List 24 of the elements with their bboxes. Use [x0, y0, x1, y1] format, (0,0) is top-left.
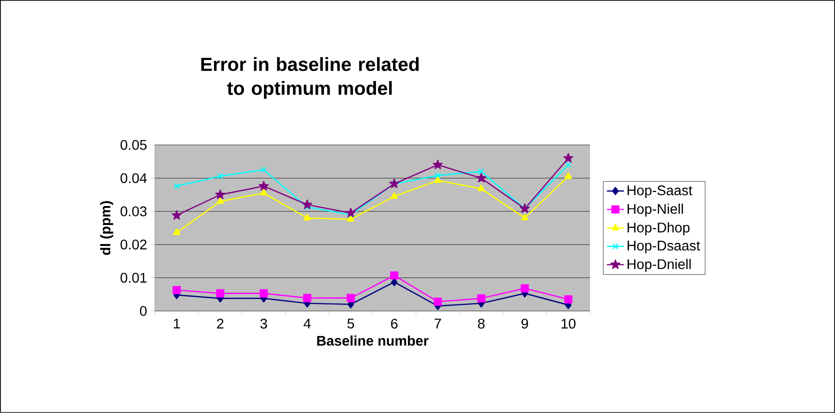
y-tick-label: 0.03 [120, 206, 147, 216]
x-tick-label: 6 [391, 318, 398, 329]
y-tick-label: 0.05 [120, 140, 147, 150]
x-tick-label: 5 [347, 318, 354, 329]
x-tick-label: 9 [522, 318, 528, 329]
legend-label: Hop-Saast [628, 185, 692, 198]
x-tick-label: 1 [174, 318, 180, 328]
legend-label: Hop-Dhop [628, 222, 690, 236]
x-tick-label: 2 [217, 318, 224, 329]
y-tick-label: 0.02 [120, 240, 146, 250]
y-axis-title: dl (ppm) [100, 201, 114, 255]
legend-label: Hop-Niell [628, 204, 683, 217]
y-tick-label: 0 [140, 306, 147, 316]
legend-label: Hop-Dsaast [628, 240, 700, 254]
legend-label: Hop-Dniell [628, 258, 691, 272]
chart-title: Error in baseline related to optimum model [201, 57, 419, 99]
x-tick-label: 7 [434, 318, 441, 328]
x-tick-label: 3 [260, 318, 267, 329]
y-tick-label: 0.01 [120, 272, 146, 283]
x-tick-label: 8 [478, 318, 485, 329]
x-axis-title: Baseline number [317, 336, 428, 346]
x-tick-label: 10 [562, 318, 576, 329]
y-tick-label: 0.04 [120, 173, 147, 184]
x-tick-label: 4 [304, 318, 311, 328]
